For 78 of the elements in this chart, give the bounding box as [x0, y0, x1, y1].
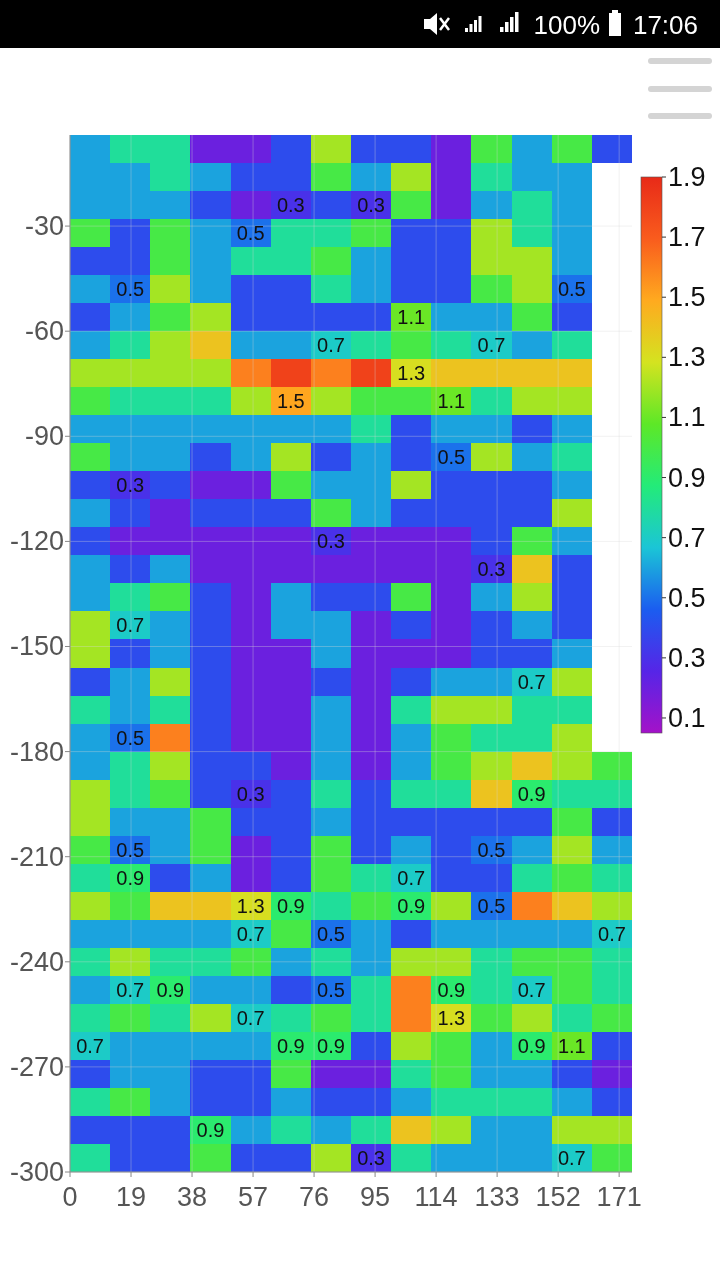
data-label: 0.9: [276, 1034, 305, 1057]
data-label: 0.9: [517, 1034, 546, 1057]
color-bar-label: 0.9: [668, 462, 706, 493]
data-label: 0.3: [317, 530, 345, 553]
y-tick-label: -180: [9, 736, 64, 767]
color-bar-label: 0.5: [668, 582, 706, 613]
data-label: 0.7: [236, 1006, 265, 1029]
data-label: 0.9: [437, 978, 466, 1001]
data-label: 0.7: [517, 978, 546, 1001]
y-tick-label: -120: [9, 526, 64, 557]
data-label: 0.5: [477, 894, 506, 917]
data-label: 0.7: [116, 614, 145, 637]
data-label: 0.5: [317, 922, 345, 945]
data-label: 0.3: [236, 782, 265, 805]
x-tick-label: 152: [535, 1182, 581, 1212]
data-label: 0.3: [116, 474, 145, 497]
data-label: 1.1: [397, 306, 426, 329]
data-label: 0.9: [517, 782, 546, 805]
data-label: 0.3: [477, 558, 506, 581]
data-label: 1.3: [437, 1006, 466, 1029]
data-label: 1.1: [557, 1034, 586, 1057]
data-label: 0.5: [557, 278, 586, 301]
x-tick-label: 0: [62, 1182, 78, 1212]
data-label: 0.5: [477, 838, 506, 861]
data-label: 0.5: [437, 446, 466, 469]
data-label: 0.3: [276, 194, 305, 217]
data-label: 0.5: [317, 978, 345, 1001]
data-label: 0.7: [397, 866, 426, 889]
data-label: 0.7: [557, 1146, 586, 1169]
data-label: 0.9: [156, 978, 185, 1001]
text: 17:06: [632, 10, 698, 40]
x-tick-label: 57: [238, 1182, 269, 1212]
data-label: 0.5: [236, 222, 265, 245]
y-tick-label: -270: [9, 1051, 64, 1082]
data-label: 0.3: [357, 1146, 385, 1169]
y-tick-label: -30: [24, 211, 64, 242]
color-bar-label: 1.9: [668, 162, 706, 192]
color-bar-label: 0.1: [668, 702, 706, 733]
color-bar-label: 1.5: [668, 282, 706, 313]
data-label: 1.5: [276, 390, 305, 413]
y-tick-label: -90: [24, 421, 64, 452]
data-label: 1.3: [236, 894, 265, 917]
data-label: 0.9: [397, 894, 426, 917]
data-label: 0.7: [477, 334, 506, 357]
y-tick-label: -300: [9, 1157, 64, 1187]
data-label: 0.9: [276, 894, 305, 917]
data-label: 0.9: [196, 1118, 225, 1141]
x-tick-label: 114: [414, 1182, 458, 1212]
color-bar-label: 1.7: [668, 222, 706, 253]
text: 100%: [533, 10, 600, 40]
y-tick-label: -60: [24, 316, 64, 347]
data-label: 0.7: [598, 922, 626, 945]
data-label: 1.3: [397, 362, 426, 385]
data-label: 0.9: [317, 1034, 345, 1057]
x-tick-label: 19: [115, 1182, 147, 1212]
color-bar-label: 1.1: [668, 402, 706, 433]
data-label: 0.5: [116, 278, 145, 301]
x-tick-label: 133: [474, 1182, 520, 1212]
data-label: 0.7: [517, 670, 546, 693]
data-label: 0.7: [116, 978, 145, 1001]
x-tick-label: 95: [360, 1182, 391, 1212]
y-tick-label: -240: [9, 946, 64, 977]
x-tick-label: 38: [177, 1182, 208, 1212]
data-label: 0.3: [357, 194, 385, 217]
x-tick-label: 76: [299, 1182, 330, 1212]
y-tick-label: -210: [9, 841, 64, 872]
color-bar-label: 1.3: [668, 342, 706, 373]
data-label: 0.9: [116, 866, 145, 889]
data-label: 0.7: [76, 1034, 104, 1057]
x-tick-label: 171: [596, 1182, 642, 1212]
data-label: 1.1: [437, 390, 466, 413]
data-label: 0.5: [116, 726, 145, 749]
data-label: 0.5: [116, 838, 145, 861]
data-label: 0.7: [317, 334, 345, 357]
color-bar-label: 0.7: [668, 522, 706, 553]
y-tick-label: -150: [9, 631, 64, 662]
data-label: 0.7: [236, 922, 265, 945]
color-bar-label: 0.3: [668, 642, 706, 673]
